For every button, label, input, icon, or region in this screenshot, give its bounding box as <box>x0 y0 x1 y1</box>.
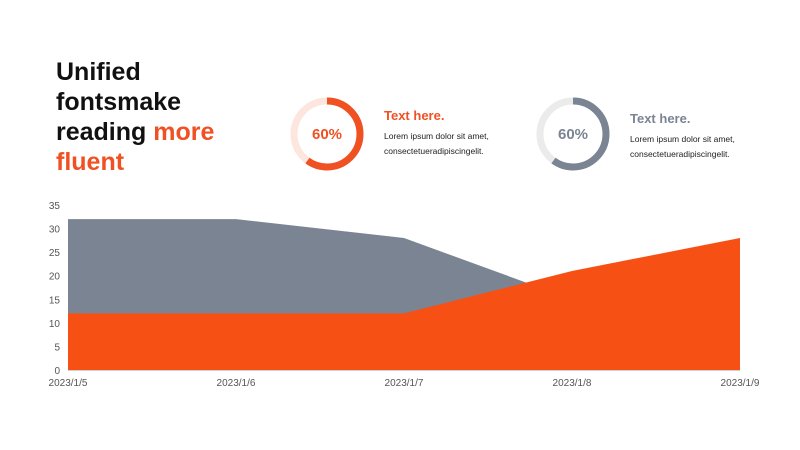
y-tick-label: 20 <box>49 272 61 283</box>
kpi-1-body-line-2: consectetueradipiscingelit. <box>384 146 484 156</box>
page-title: Unified fontsmake reading more fluent <box>56 57 276 177</box>
y-axis: 0 5 10 15 20 25 30 35 <box>49 201 61 377</box>
kpi-2-heading: Text here. <box>630 111 691 126</box>
x-tick-label: 2023/1/5 <box>49 378 88 389</box>
kpi-2-donut: 60% <box>536 97 610 171</box>
kpi-2-value: 60% <box>558 126 588 143</box>
kpi-1-donut: 60% <box>290 97 364 171</box>
title-line-2: fontsmake <box>56 88 182 116</box>
y-tick-label: 25 <box>49 248 61 259</box>
y-tick-label: 0 <box>54 366 60 377</box>
x-axis: 2023/1/5 2023/1/6 2023/1/7 2023/1/8 2023/1/9 <box>49 370 760 389</box>
kpi-1-heading: Text here. <box>384 108 445 123</box>
title-accent-fluent: fluent <box>56 148 125 176</box>
chart-areas <box>68 219 740 370</box>
kpi-2-body: Lorem ipsum dolor sit amet, consectetuer… <box>630 132 800 162</box>
area-series-2 <box>68 238 740 370</box>
x-tick-label: 2023/1/7 <box>385 378 424 389</box>
kpi-2-progress <box>536 97 610 171</box>
y-tick-label: 5 <box>54 342 60 353</box>
y-tick-label: 35 <box>49 201 61 212</box>
kpi-1-value: 60% <box>312 126 342 143</box>
kpi-1-body-line-1: Lorem ipsum dolor sit amet, <box>384 131 489 141</box>
kpi-1-body: Lorem ipsum dolor sit amet, consectetuer… <box>384 129 554 159</box>
title-line-1: Unified <box>56 58 141 86</box>
x-tick-label: 2023/1/6 <box>217 378 256 389</box>
y-tick-label: 30 <box>49 225 61 236</box>
x-tick-label: 2023/1/9 <box>721 378 760 389</box>
title-line-3: reading <box>56 118 154 146</box>
x-tick-label: 2023/1/8 <box>553 378 592 389</box>
title-accent-more: more <box>153 118 215 146</box>
kpi-1-progress <box>290 97 364 171</box>
y-tick-label: 15 <box>49 295 61 306</box>
y-tick-label: 10 <box>49 319 61 330</box>
kpi-2-body-line-1: Lorem ipsum dolor sit amet, <box>630 134 735 144</box>
kpi-2-body-line-2: consectetueradipiscingelit. <box>630 149 730 159</box>
